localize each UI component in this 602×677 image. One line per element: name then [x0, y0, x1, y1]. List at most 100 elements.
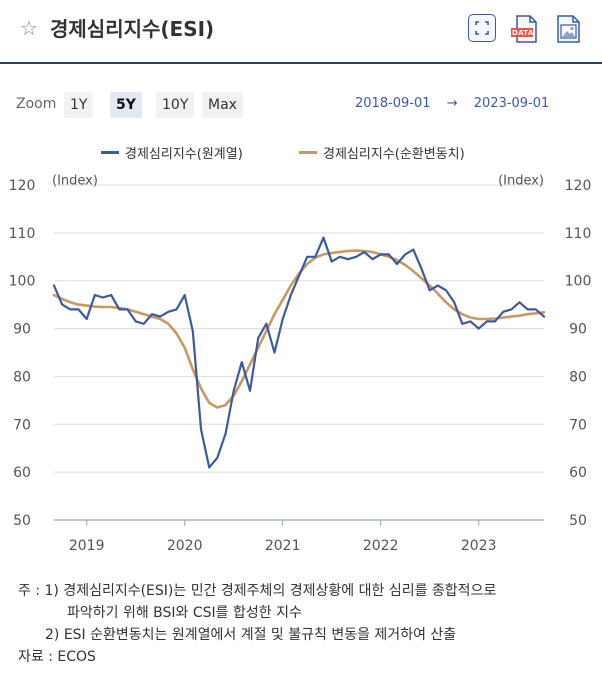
- data-point-original: [363, 251, 366, 253]
- data-point-adjusted: [494, 317, 496, 320]
- data-point-original: [69, 308, 72, 311]
- y-tick-label-left: 60: [13, 465, 31, 481]
- data-point-adjusted: [142, 313, 145, 316]
- data-point-original: [461, 322, 464, 325]
- legend-item-original[interactable]: 경제심리지수(원계열): [101, 143, 243, 162]
- data-point-original: [453, 301, 456, 304]
- data-point-adjusted: [61, 298, 64, 300]
- esi-line-chart: 120 120 110 110 100 100 90 90 80 80 70 70 60 60 50 50 (I…: [9, 174, 592, 555]
- data-point-original: [281, 318, 284, 320]
- zoom-max-button[interactable]: Max: [202, 92, 243, 118]
- data-point-adjusted: [371, 251, 374, 253]
- data-point-original: [53, 284, 55, 287]
- star-outline-icon[interactable]: ☆: [20, 16, 38, 40]
- data-point-original: [118, 308, 121, 311]
- data-point-original: [428, 289, 431, 292]
- data-point-original: [485, 320, 488, 323]
- data-point-adjusted: [134, 310, 137, 313]
- legend-item-adjusted[interactable]: 경제심리지수(순환변동치): [299, 143, 465, 162]
- data-point-adjusted: [420, 277, 423, 280]
- y-tick-label-left: 120: [9, 178, 36, 194]
- data-point-adjusted: [469, 316, 472, 319]
- data-point-original: [420, 267, 423, 270]
- y-axis-unit-left: (Index): [52, 174, 98, 189]
- data-point-original: [175, 308, 178, 311]
- data-point-original: [224, 433, 227, 435]
- data-point-adjusted: [167, 322, 170, 325]
- data-point-original: [543, 315, 545, 318]
- data-point-original: [298, 275, 300, 277]
- data-point-adjusted: [412, 270, 415, 272]
- x-tick-label: 2023: [461, 538, 497, 554]
- data-point-original: [314, 255, 317, 258]
- footnote-1-line-1: 주 : 1) 경제심리지수(ESI)는 민간 경제주체의 경제상황에 대한 심리…: [18, 583, 497, 599]
- data-point-adjusted: [110, 306, 113, 308]
- y-tick-label-right: 80: [569, 369, 587, 385]
- data-point-original: [404, 253, 407, 256]
- data-point-adjusted: [183, 346, 186, 349]
- data-point-adjusted: [102, 306, 104, 308]
- data-point-adjusted: [396, 259, 398, 261]
- y-tick-label-left: 80: [13, 369, 31, 385]
- data-download-button[interactable]: DATA: [510, 14, 538, 43]
- data-point-adjusted: [355, 249, 358, 252]
- data-point-original: [142, 322, 145, 325]
- data-point-original: [134, 320, 137, 323]
- footnote-1-line-2: 파악하기 위해 BSI와 CSI를 합성한 지수: [67, 605, 302, 621]
- data-point-original: [477, 327, 480, 330]
- data-point-original: [200, 428, 202, 430]
- data-point-adjusted: [330, 252, 333, 254]
- data-point-adjusted: [289, 284, 292, 287]
- data-point-adjusted: [281, 299, 284, 301]
- data-point-adjusted: [453, 308, 456, 311]
- data-point-original: [208, 466, 211, 469]
- data-point-original: [93, 294, 96, 296]
- zoom-1y-button[interactable]: 1Y: [64, 92, 94, 118]
- data-point-original: [273, 351, 276, 354]
- data-point-original: [110, 294, 113, 296]
- data-point-adjusted: [322, 253, 325, 256]
- y-tick-label-right: 60: [569, 465, 587, 481]
- data-point-adjusted: [404, 264, 407, 266]
- data-point-adjusted: [502, 316, 505, 319]
- expand-button[interactable]: [468, 14, 496, 42]
- image-download-button[interactable]: [553, 14, 581, 43]
- range-from-input[interactable]: 2018-09-01: [355, 96, 431, 111]
- data-point-original: [102, 296, 104, 299]
- footnotes: 주 : 1) 경제심리지수(ESI)는 민간 경제주체의 경제상황에 대한 심리…: [18, 580, 598, 668]
- data-point-original: [159, 315, 162, 318]
- data-point-adjusted: [69, 301, 72, 304]
- data-point-adjusted: [445, 301, 447, 304]
- data-point-original: [216, 456, 219, 459]
- data-point-original: [85, 318, 88, 320]
- zoom-10y-button[interactable]: 10Y: [156, 92, 195, 118]
- y-tick-label-left: 100: [9, 274, 36, 290]
- legend-swatch-adjusted: [299, 151, 317, 154]
- data-point-adjusted: [53, 294, 55, 296]
- y-tick-label-right: 110: [565, 226, 592, 242]
- zoom-5y-button[interactable]: 5Y: [110, 92, 142, 118]
- y-tick-label-right: 120: [565, 178, 592, 194]
- range-arrow: →: [446, 96, 458, 111]
- x-tick-label: 2019: [69, 538, 105, 554]
- y-tick-label-left: 50: [13, 513, 31, 529]
- data-point-original: [265, 322, 268, 325]
- image-file-icon: [557, 15, 580, 43]
- data-point-adjusted: [77, 303, 80, 306]
- zoom-label: Zoom: [16, 96, 57, 112]
- data-point-original: [151, 313, 153, 316]
- data-point-adjusted: [216, 406, 219, 409]
- data-point-adjusted: [338, 251, 341, 253]
- x-tick-label: 2021: [265, 538, 301, 554]
- data-point-original: [191, 330, 194, 332]
- data-point-adjusted: [200, 387, 202, 390]
- range-to-input[interactable]: 2023-09-01: [473, 96, 550, 111]
- data-point-adjusted: [510, 315, 513, 318]
- data-point-original: [240, 361, 243, 363]
- data-point-original: [371, 258, 374, 261]
- x-tick-label: 2022: [363, 538, 399, 554]
- y-tick-label-right: 50: [569, 513, 587, 529]
- data-point-original: [469, 320, 472, 323]
- y-tick-label-right: 100: [565, 274, 592, 290]
- data-point-original: [436, 284, 439, 287]
